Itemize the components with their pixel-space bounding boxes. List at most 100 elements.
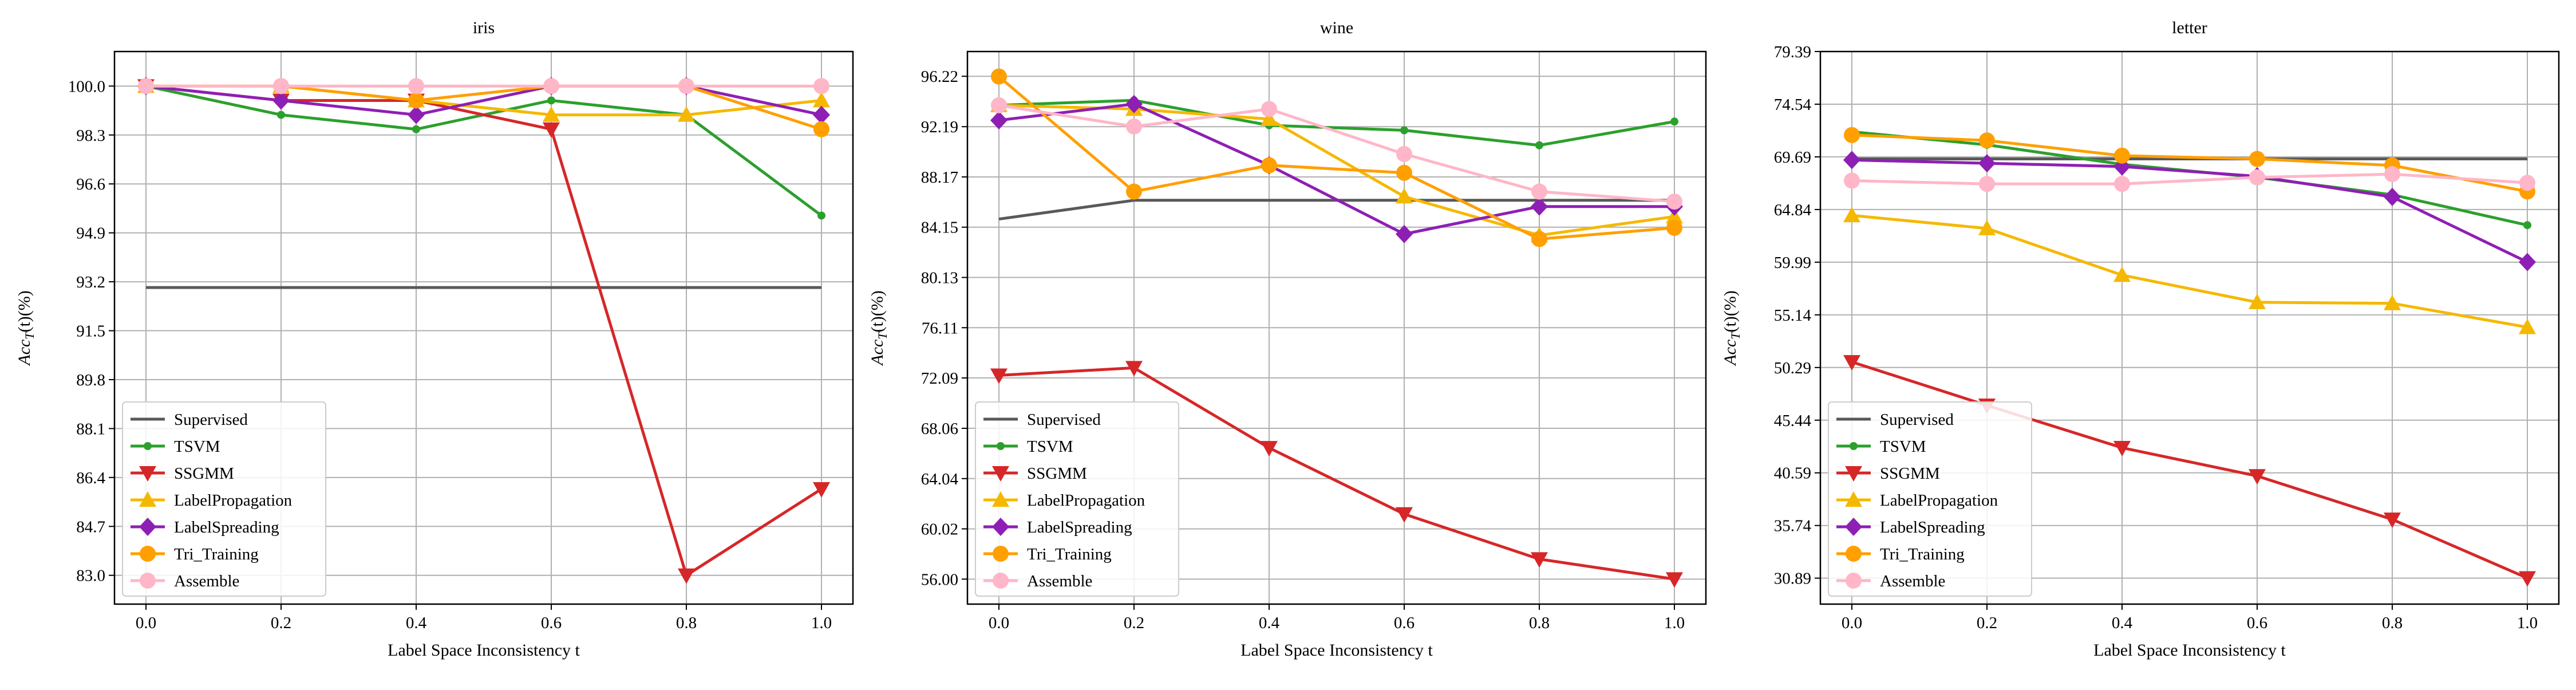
data-point [1531, 552, 1548, 568]
legend-label: Assemble [1880, 572, 1945, 590]
series-line [145, 84, 823, 217]
y-tick-label: 84.7 [76, 518, 105, 536]
x-tick-label: 0.4 [2112, 614, 2133, 632]
data-point [2523, 221, 2531, 230]
series-line [1851, 130, 2528, 227]
legend-label: LabelSpreading [1027, 518, 1132, 537]
data-point [2384, 187, 2401, 206]
data-point [1125, 94, 1143, 113]
data-point [138, 78, 154, 94]
series-line [1851, 172, 2528, 186]
legend-label: LabelPropagation [1880, 491, 1998, 510]
legend-item: TSVM [1836, 437, 1926, 456]
y-tick-label: 92.19 [921, 118, 958, 136]
data-point [990, 368, 1008, 384]
legend-marker [993, 546, 1009, 562]
legend-marker [1846, 546, 1862, 562]
series-Tri_Training [991, 68, 1682, 247]
legend: Supervised TSVM SSGMM LabelPropagation Label… [122, 401, 326, 597]
data-point [1670, 117, 1678, 126]
legend-label: Tri_Training [1880, 545, 1965, 563]
data-point [1844, 172, 1860, 189]
data-point [412, 125, 420, 133]
data-point [1261, 101, 1277, 117]
legend-item: SSGMM [1836, 464, 1940, 483]
y-tick-label: 30.89 [1774, 570, 1811, 588]
legend-item: Assemble [131, 572, 239, 590]
legend-label: LabelPropagation [174, 491, 293, 510]
legend-label: Tri_Training [1027, 545, 1112, 563]
y-tick-label: 55.14 [1774, 306, 1812, 325]
y-tick-label: 50.29 [1774, 359, 1811, 377]
legend-label: Supervised [174, 411, 248, 429]
data-point [1396, 164, 1412, 181]
data-point [678, 568, 695, 584]
data-point [2384, 294, 2401, 310]
legend-marker [140, 573, 156, 589]
series-line [998, 75, 1675, 240]
y-tick-label: 98.3 [76, 127, 105, 145]
legend-item: LabelSpreading [983, 518, 1132, 537]
x-tick-label: 1.0 [811, 614, 832, 632]
x-tick-label: 1.0 [1664, 614, 1685, 632]
legend-item: SSGMM [983, 464, 1087, 483]
y-tick-label: 93.2 [76, 273, 105, 291]
data-point [1531, 197, 1548, 216]
y-tick-label: 40.59 [1774, 464, 1811, 483]
legend-item: Tri_Training [983, 545, 1112, 563]
x-tick-label: 0.8 [676, 614, 697, 632]
y-tick-label: 64.04 [921, 470, 959, 488]
y-tick-label: 64.84 [1774, 201, 1812, 219]
legend-item: LabelPropagation [983, 491, 1145, 510]
series-Supervised [998, 199, 1674, 221]
legend-box [1828, 401, 2032, 597]
legend: Supervised TSVM SSGMM LabelPropagation Label… [1828, 401, 2032, 597]
legend-marker [993, 573, 1009, 589]
legend: Supervised TSVM SSGMM LabelPropagation Label… [975, 401, 1179, 597]
y-tick-label: 83.0 [76, 567, 105, 585]
series-Assemble [991, 97, 1682, 210]
data-point [2249, 469, 2266, 485]
data-point [990, 111, 1008, 130]
series-line [145, 84, 822, 117]
data-point [2384, 166, 2400, 183]
data-point [813, 482, 830, 498]
x-tick-label: 0.0 [136, 614, 156, 632]
legend-marker [992, 518, 1009, 536]
y-tick-label: 59.99 [1774, 254, 1811, 272]
data-point [1843, 151, 1860, 169]
legend-label: LabelSpreading [174, 518, 279, 537]
y-tick-label: 35.74 [1774, 517, 1812, 535]
data-point [2519, 253, 2536, 271]
y-tick-label: 91.5 [76, 322, 105, 341]
data-point [408, 92, 424, 109]
data-point [1666, 572, 1683, 588]
y-tick-label: 72.09 [921, 369, 958, 388]
y-tick-label: 88.17 [921, 168, 958, 187]
data-point [1979, 176, 1995, 192]
y-tick-label: 89.8 [76, 371, 105, 389]
data-point [2114, 176, 2130, 192]
data-point [813, 92, 830, 108]
series-line [1851, 214, 2528, 329]
data-point [1400, 126, 1408, 135]
legend-marker [997, 442, 1005, 450]
y-axis-label: AccT(t)(%) [1721, 290, 1743, 366]
legend-label: SSGMM [1880, 464, 1940, 483]
x-axis-label: Label Space Inconsistency t [1240, 641, 1433, 660]
data-point [1531, 231, 1547, 247]
legend-item: TSVM [983, 437, 1073, 456]
legend-label: Assemble [1027, 572, 1092, 590]
legend-item: Assemble [983, 572, 1092, 590]
series-LabelSpreading [1843, 151, 2536, 271]
data-point [2113, 266, 2131, 282]
y-tick-label: 86.4 [76, 469, 105, 487]
x-tick-label: 0.0 [1842, 614, 1862, 632]
x-tick-label: 0.6 [1394, 614, 1415, 632]
data-point [1843, 355, 1860, 371]
y-tick-label: 80.13 [921, 269, 958, 287]
data-point [1666, 219, 1682, 236]
x-tick-label: 0.8 [2382, 614, 2403, 632]
series-line [1851, 133, 2528, 193]
